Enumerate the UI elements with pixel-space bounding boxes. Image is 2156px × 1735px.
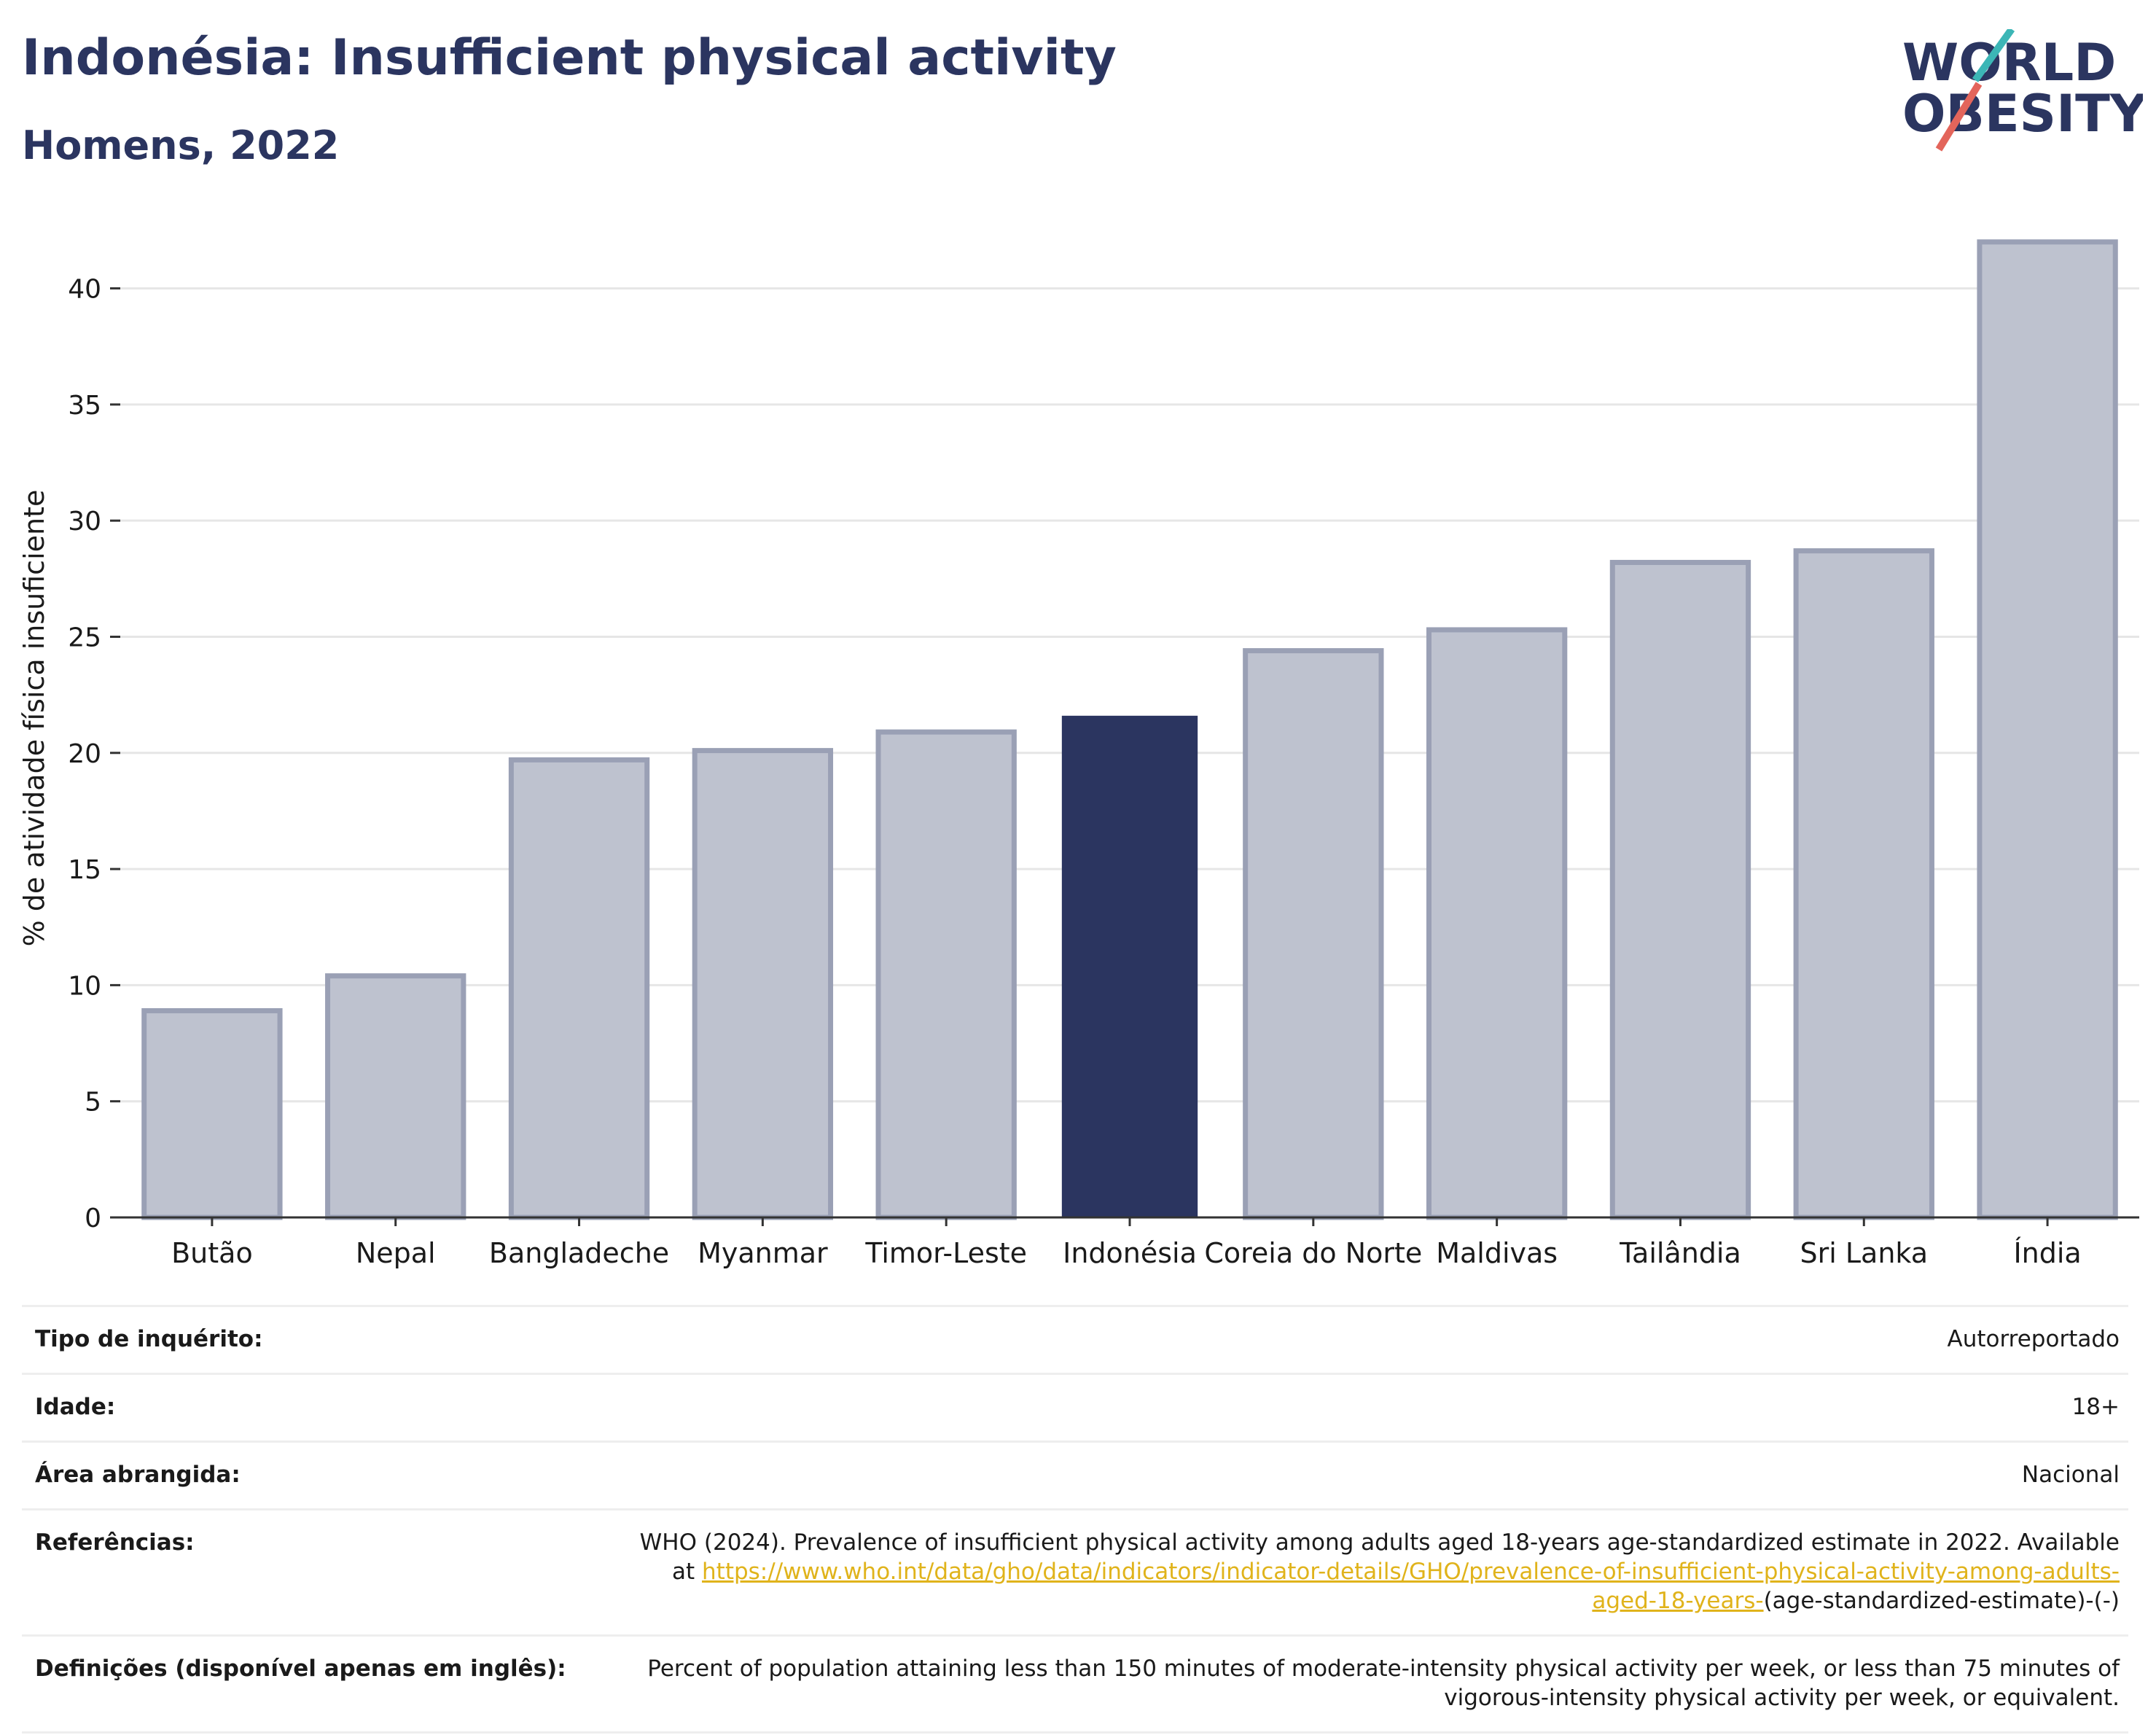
meta-label: Definições (disponível apenas em inglês)… — [35, 1656, 566, 1682]
x-tick-label: Nepal — [356, 1237, 436, 1269]
bar — [141, 1007, 283, 1220]
bar — [1426, 627, 1568, 1220]
meta-row-survey-type: Tipo de inquérito: Autorreportado — [22, 1305, 2128, 1373]
y-tick-label: 15 — [68, 855, 101, 885]
x-tick-label: Tailândia — [1619, 1237, 1741, 1269]
x-tick-label: Índia — [2013, 1237, 2081, 1269]
y-tick-label: 20 — [68, 739, 101, 769]
page-title: Indonésia: Insufficient physical activit… — [22, 29, 1117, 87]
meta-label: Tipo de inquérito: — [35, 1326, 263, 1352]
meta-value: Percent of population attaining less tha… — [647, 1656, 2120, 1711]
x-tick-label: Sri Lanka — [1800, 1237, 1928, 1269]
x-tick-label: Timor-Leste — [864, 1237, 1027, 1269]
y-axis-label: % de atividade física insuficiente — [18, 490, 50, 947]
bar — [875, 729, 1017, 1220]
meta-label: Área abrangida: — [35, 1462, 241, 1488]
meta-row-references: Referências: WHO (2024). Prevalence of i… — [22, 1508, 2128, 1634]
x-tick-label: Indonésia — [1063, 1237, 1197, 1269]
logo-slash-teal — [1972, 29, 2015, 82]
x-tick-label: Coreia do Norte — [1204, 1237, 1422, 1269]
x-tick-label: Maldivas — [1436, 1237, 1558, 1269]
bar — [1061, 715, 1198, 1217]
meta-row-definitions: Definições (disponível apenas em inglês)… — [22, 1634, 2128, 1734]
reference-text: WHO (2024). Prevalence of insufficient p… — [639, 1529, 2120, 1585]
meta-value: Autorreportado — [1947, 1326, 2120, 1352]
meta-value: WHO (2024). Prevalence of insufficient p… — [625, 1528, 2120, 1615]
logo-slash-red — [1935, 82, 1983, 152]
meta-row-area: Área abrangida: Nacional — [22, 1440, 2128, 1508]
meta-label: Idade: — [35, 1394, 116, 1420]
meta-row-age: Idade: 18+ — [22, 1373, 2128, 1440]
y-tick-label: 40 — [68, 275, 101, 305]
y-tick-label: 25 — [68, 623, 101, 652]
bar — [1793, 548, 1934, 1220]
meta-value: 18+ — [2071, 1394, 2120, 1420]
logo-line2: OBESITY — [1902, 84, 2143, 144]
metadata-table: Tipo de inquérito: Autorreportado Idade:… — [22, 1305, 2128, 1734]
bar — [692, 748, 834, 1220]
y-tick-label: 5 — [85, 1088, 101, 1118]
bar — [508, 757, 650, 1220]
logo-line1: WORLD — [1902, 33, 2116, 93]
meta-value: Nacional — [2021, 1462, 2120, 1488]
bar — [1977, 239, 2118, 1220]
bar — [1243, 648, 1384, 1220]
y-tick-label: 0 — [85, 1204, 101, 1233]
x-tick-label: Bangladeche — [489, 1237, 669, 1269]
y-tick-label: 30 — [68, 507, 101, 537]
reference-text-end: (age-standardized-estimate)-(-) — [1763, 1588, 2120, 1614]
page-subtitle: Homens, 2022 — [22, 122, 340, 168]
meta-label: Referências: — [35, 1529, 195, 1556]
bar — [325, 973, 466, 1220]
reference-link[interactable]: https://www.who.int/data/gho/data/indica… — [702, 1559, 2120, 1614]
bar-chart: 0 5 10 15 20 25 30 35 40 Butão Nepal Bangladeche My… — [18, 239, 2139, 1269]
x-tick-label: Myanmar — [698, 1237, 828, 1269]
world-obesity-logo: WORLD OBESITY — [1902, 29, 2143, 152]
y-tick-label: 10 — [68, 971, 101, 1001]
bar — [1609, 560, 1751, 1220]
x-tick-label: Butão — [171, 1237, 253, 1269]
y-tick-label: 35 — [68, 391, 101, 421]
